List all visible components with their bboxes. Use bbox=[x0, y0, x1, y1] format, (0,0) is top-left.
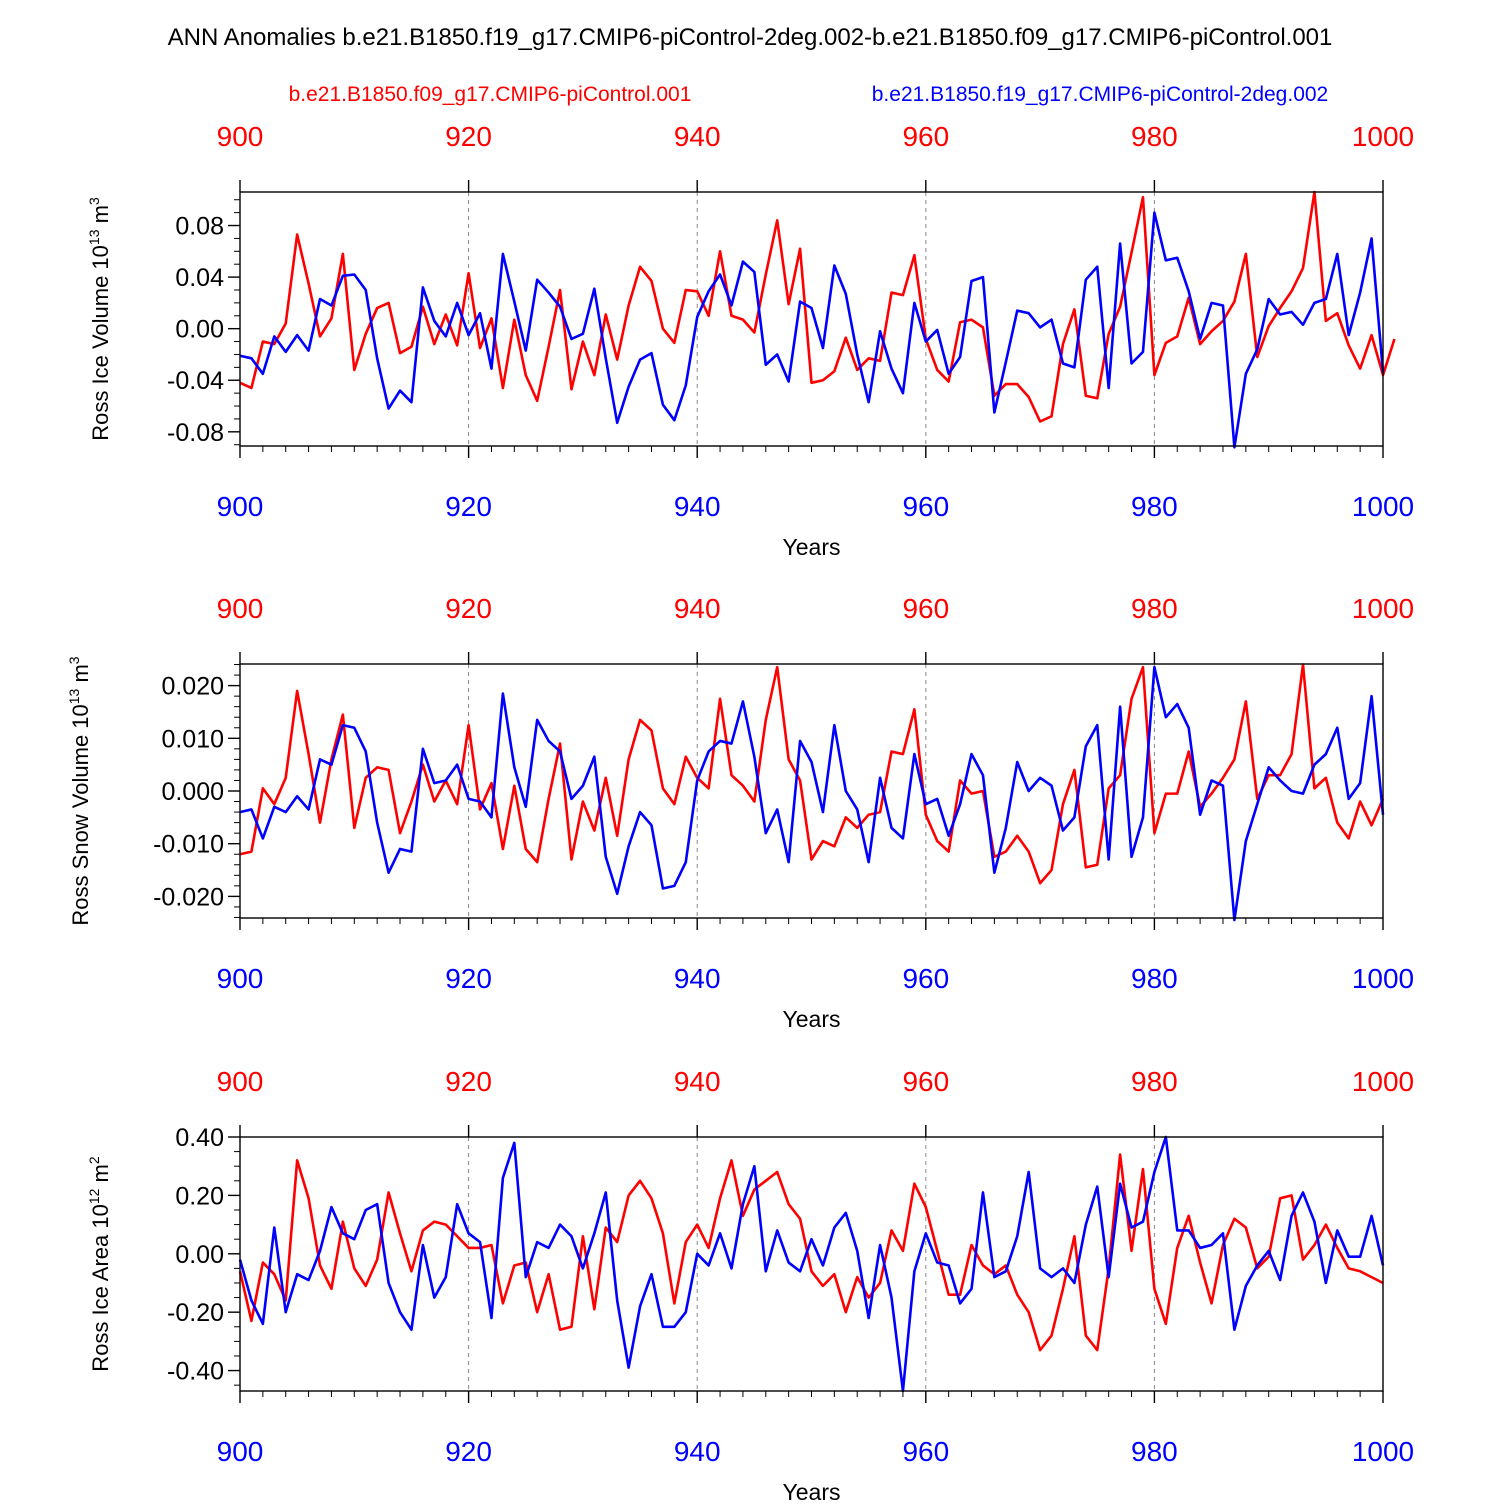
x-top-tick-label: 960 bbox=[902, 121, 949, 152]
plot-frame bbox=[239, 191, 1384, 447]
x-bottom-tick-label: 940 bbox=[674, 1436, 721, 1467]
y-tick-label: 0.010 bbox=[161, 725, 224, 753]
y-tick-label: -0.40 bbox=[167, 1358, 224, 1386]
y-axis-label-part: m bbox=[88, 205, 113, 229]
x-top-tick-label: 900 bbox=[217, 593, 264, 624]
plot-frame bbox=[239, 1136, 1384, 1392]
y-tick-label: 0.20 bbox=[175, 1182, 224, 1210]
x-bottom-tick-label: 960 bbox=[902, 491, 949, 522]
y-tick-label: 0.04 bbox=[175, 264, 224, 292]
x-top-tick-label: 1000 bbox=[1352, 593, 1414, 624]
y-axis-label: Ross Snow Volume 1013 m3 bbox=[66, 656, 93, 925]
x-bottom-tick-label: 980 bbox=[1131, 491, 1178, 522]
x-top-tick-label: 980 bbox=[1131, 1066, 1178, 1097]
y-axis-label-part: m bbox=[68, 664, 93, 688]
x-top-tick-label: 900 bbox=[217, 1066, 264, 1097]
x-bottom-tick-label: 920 bbox=[445, 1436, 492, 1467]
y-tick-label: -0.010 bbox=[153, 831, 224, 859]
x-bottom-tick-label: 960 bbox=[902, 1436, 949, 1467]
y-tick-label: 0.08 bbox=[175, 213, 224, 241]
y-tick-label: 0.00 bbox=[175, 316, 224, 344]
y-tick-label: 0.40 bbox=[175, 1124, 224, 1152]
x-bottom-tick-label: 980 bbox=[1131, 1436, 1178, 1467]
series-line-blue bbox=[239, 665, 1385, 922]
y-axis-label-part: Ross Ice Volume 10 bbox=[88, 245, 113, 441]
x-axis-label: Years bbox=[783, 534, 841, 560]
x-bottom-tick-label: 920 bbox=[445, 491, 492, 522]
x-top-tick-label: 920 bbox=[445, 593, 492, 624]
x-top-tick-label: 980 bbox=[1131, 593, 1178, 624]
x-bottom-tick-label: 900 bbox=[217, 491, 264, 522]
x-bottom-tick-label: 900 bbox=[217, 963, 264, 994]
x-top-tick-label: 940 bbox=[674, 121, 721, 152]
y-tick-label: -0.04 bbox=[167, 367, 224, 395]
series-line-red bbox=[239, 663, 1385, 885]
x-top-tick-label: 1000 bbox=[1352, 1066, 1414, 1097]
y-tick-label: 0.00 bbox=[175, 1241, 224, 1269]
y-tick-label: -0.020 bbox=[153, 883, 224, 911]
x-bottom-tick-label: 1000 bbox=[1352, 491, 1414, 522]
y-axis-label-superscript: 12 bbox=[86, 1188, 102, 1204]
x-top-tick-label: 920 bbox=[445, 121, 492, 152]
y-axis-label-part: Ross Ice Area 10 bbox=[88, 1204, 113, 1372]
y-axis-label-superscript: 3 bbox=[66, 656, 82, 664]
x-axis-label: Years bbox=[783, 1006, 841, 1032]
series-line-red bbox=[238, 1153, 1384, 1352]
x-bottom-tick-label: 960 bbox=[902, 963, 949, 994]
y-tick-label: -0.20 bbox=[167, 1299, 224, 1327]
y-axis-label: Ross Ice Volume 1013 m3 bbox=[86, 197, 113, 441]
x-top-tick-label: 980 bbox=[1131, 121, 1178, 152]
legend-red-entry: b.e21.B1850.f09_g17.CMIP6-piControl.001 bbox=[289, 83, 692, 106]
y-axis-label-superscript: 2 bbox=[86, 1156, 102, 1164]
x-bottom-tick-label: 1000 bbox=[1352, 963, 1414, 994]
y-tick-label: 0.000 bbox=[161, 778, 224, 806]
x-axis-label: Years bbox=[783, 1479, 841, 1500]
y-tick-label: -0.08 bbox=[167, 419, 224, 447]
series-line-blue bbox=[238, 1135, 1385, 1393]
x-top-tick-label: 900 bbox=[217, 121, 264, 152]
x-bottom-tick-label: 1000 bbox=[1352, 1436, 1414, 1467]
legend-blue-entry: b.e21.B1850.f19_g17.CMIP6-piControl-2deg… bbox=[872, 83, 1328, 106]
y-axis-label-part: Ross Snow Volume 10 bbox=[68, 704, 93, 925]
x-top-tick-label: 940 bbox=[674, 593, 721, 624]
x-bottom-tick-label: 940 bbox=[674, 963, 721, 994]
x-bottom-tick-label: 980 bbox=[1131, 963, 1178, 994]
x-top-tick-label: 960 bbox=[902, 593, 949, 624]
x-bottom-tick-label: 920 bbox=[445, 963, 492, 994]
y-axis-label-part: m bbox=[88, 1164, 113, 1188]
panel-1: 0.08 0.04 0.00 -0.04 -0.08 900 900 920 920 940 940… bbox=[86, 121, 1414, 560]
y-axis-label: Ross Ice Area 1012 m2 bbox=[86, 1156, 113, 1372]
x-top-tick-label: 1000 bbox=[1352, 121, 1414, 152]
y-axis-label-superscript: 3 bbox=[86, 197, 102, 205]
x-bottom-tick-label: 940 bbox=[674, 491, 721, 522]
series-line-blue bbox=[239, 211, 1385, 449]
x-top-tick-label: 920 bbox=[445, 1066, 492, 1097]
y-axis-label-superscript: 13 bbox=[66, 688, 82, 704]
plot-frame bbox=[239, 663, 1384, 919]
panel-3: 0.40 0.20 0.00 -0.20 -0.40 900 900 920 920 940 940… bbox=[86, 1066, 1414, 1505]
series-line-red bbox=[239, 190, 1396, 423]
x-top-tick-label: 940 bbox=[674, 1066, 721, 1097]
y-axis-label-superscript: 13 bbox=[86, 229, 102, 245]
panel-2: 0.020 0.010 0.000 -0.010 -0.020 900 900 920 920 9… bbox=[66, 593, 1414, 1032]
y-tick-label: 0.020 bbox=[161, 673, 224, 701]
main-title: ANN Anomalies b.e21.B1850.f19_g17.CMIP6-… bbox=[168, 24, 1333, 51]
x-bottom-tick-label: 900 bbox=[217, 1436, 264, 1467]
x-top-tick-label: 960 bbox=[902, 1066, 949, 1097]
